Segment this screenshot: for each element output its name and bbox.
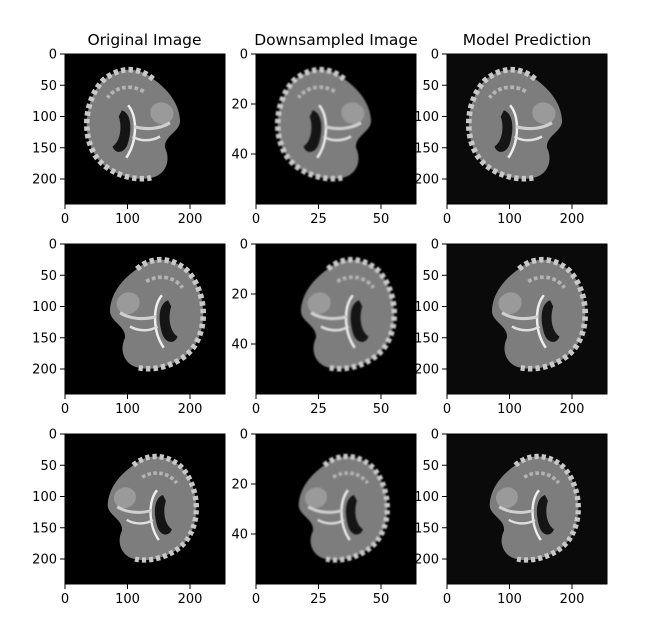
- panel-row3-original: [64, 433, 226, 585]
- y-tick-label: 150: [32, 141, 57, 156]
- y-tick-label: 50: [40, 459, 57, 474]
- y-tick-label: 50: [422, 79, 439, 94]
- y-tick-label: 200: [32, 363, 57, 378]
- y-tick-label: 20: [231, 288, 248, 303]
- y-tick-label: 0: [431, 428, 439, 443]
- x-tick-label: 0: [252, 212, 260, 227]
- y-tick-label: 100: [414, 300, 439, 315]
- y-tick-label: 100: [32, 490, 57, 505]
- y-tick-label: 200: [414, 363, 439, 378]
- y-tick-label: 20: [231, 478, 248, 493]
- y-tick-label: 0: [240, 238, 248, 253]
- y-tick-label: 150: [414, 141, 439, 156]
- y-tick-label: 40: [231, 528, 248, 543]
- x-tick-label: 200: [178, 212, 203, 227]
- y-tick-label: 40: [231, 148, 248, 163]
- x-tick-label: 100: [497, 402, 522, 417]
- y-tick-label: 0: [49, 428, 57, 443]
- y-tick-label: 40: [231, 338, 248, 353]
- panel-row3-prediction: [446, 433, 608, 585]
- panel-row1-original: [64, 53, 226, 205]
- x-tick-label: 200: [560, 212, 585, 227]
- y-tick-label: 100: [32, 300, 57, 315]
- y-tick-label: 150: [414, 521, 439, 536]
- panel-row3-downsampled: [255, 433, 417, 585]
- x-tick-label: 200: [560, 402, 585, 417]
- x-tick-label: 200: [178, 402, 203, 417]
- column-title-downsampled: Downsampled Image: [254, 31, 418, 49]
- x-tick-label: 100: [115, 592, 140, 607]
- y-tick-label: 200: [414, 173, 439, 188]
- x-tick-label: 100: [115, 212, 140, 227]
- y-tick-label: 100: [32, 110, 57, 125]
- x-tick-label: 50: [373, 212, 390, 227]
- x-tick-label: 0: [252, 592, 260, 607]
- y-tick-label: 0: [240, 48, 248, 63]
- x-tick-label: 25: [310, 402, 327, 417]
- y-tick-label: 20: [231, 98, 248, 113]
- x-tick-label: 25: [310, 592, 327, 607]
- y-tick-label: 0: [431, 48, 439, 63]
- y-tick-label: 0: [240, 428, 248, 443]
- x-tick-label: 100: [115, 402, 140, 417]
- y-tick-label: 50: [40, 79, 57, 94]
- y-tick-label: 0: [49, 238, 57, 253]
- y-tick-label: 150: [414, 331, 439, 346]
- y-tick-label: 200: [32, 553, 57, 568]
- y-tick-label: 100: [414, 490, 439, 505]
- y-tick-label: 200: [414, 553, 439, 568]
- x-tick-label: 100: [497, 592, 522, 607]
- x-tick-label: 50: [373, 592, 390, 607]
- panel-row1-prediction: [446, 53, 608, 205]
- x-tick-label: 0: [61, 592, 69, 607]
- y-tick-label: 150: [32, 521, 57, 536]
- panel-row2-downsampled: [255, 243, 417, 395]
- y-tick-label: 150: [32, 331, 57, 346]
- y-tick-label: 50: [40, 269, 57, 284]
- x-tick-label: 0: [61, 212, 69, 227]
- x-tick-label: 25: [310, 212, 327, 227]
- column-title-prediction: Model Prediction: [463, 31, 591, 49]
- x-tick-label: 0: [443, 212, 451, 227]
- y-tick-label: 0: [49, 48, 57, 63]
- y-tick-label: 50: [422, 459, 439, 474]
- y-tick-label: 200: [32, 173, 57, 188]
- panel-row2-original: [64, 243, 226, 395]
- y-tick-label: 50: [422, 269, 439, 284]
- x-tick-label: 50: [373, 402, 390, 417]
- x-tick-label: 200: [178, 592, 203, 607]
- panel-row2-prediction: [446, 243, 608, 395]
- column-title-original: Original Image: [87, 31, 201, 49]
- x-tick-label: 0: [61, 402, 69, 417]
- x-tick-label: 0: [443, 592, 451, 607]
- x-tick-label: 200: [560, 592, 585, 607]
- panel-row1-downsampled: [255, 53, 417, 205]
- x-tick-label: 100: [497, 212, 522, 227]
- x-tick-label: 0: [252, 402, 260, 417]
- y-tick-label: 100: [414, 110, 439, 125]
- x-tick-label: 0: [443, 402, 451, 417]
- y-tick-label: 0: [431, 238, 439, 253]
